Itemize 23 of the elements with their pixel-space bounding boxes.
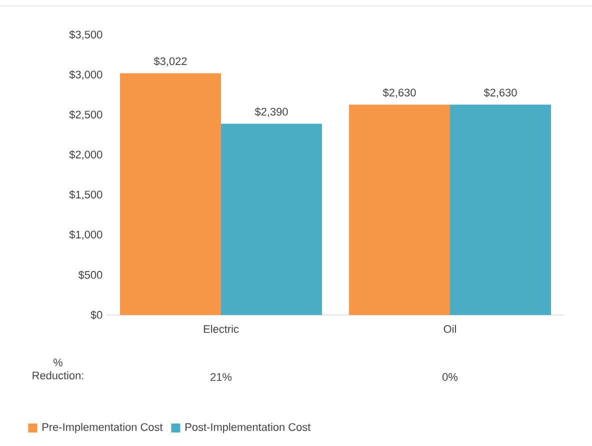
y-tick-label: $3,000 xyxy=(69,70,102,80)
bar xyxy=(120,73,222,315)
bar xyxy=(349,104,450,315)
data-label: $2,390 xyxy=(254,107,288,117)
legend-label: Pre-Implementation Cost xyxy=(42,422,163,434)
bar xyxy=(221,124,322,315)
y-tick-label: $3,500 xyxy=(69,30,102,40)
y-tick-label: $1,500 xyxy=(69,190,102,200)
x-tick-label: Electric xyxy=(204,324,239,333)
y-tick-label: $2,500 xyxy=(69,110,102,120)
data-label: $2,630 xyxy=(484,88,517,98)
y-tick-label: $500 xyxy=(78,270,102,280)
y-tick-label: $0 xyxy=(90,310,102,320)
bar xyxy=(450,104,552,315)
text: 0% xyxy=(442,373,458,381)
text: % Reduction: xyxy=(32,358,84,380)
x-tick-label: Oil xyxy=(444,324,456,333)
data-label: $3,022 xyxy=(154,56,187,66)
y-tick-label: $2,000 xyxy=(69,150,102,160)
data-label: $2,630 xyxy=(382,88,416,98)
y-tick-label: $1,000 xyxy=(69,230,102,240)
legend-label: Post-Implementation Cost xyxy=(186,422,311,434)
text: 21% xyxy=(210,373,232,381)
